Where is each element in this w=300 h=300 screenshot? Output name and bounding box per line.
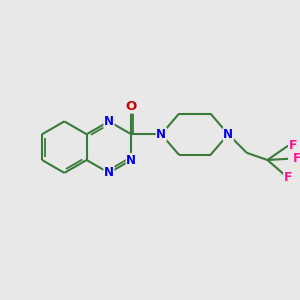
Text: F: F xyxy=(293,152,300,165)
Text: N: N xyxy=(223,128,233,141)
Text: O: O xyxy=(126,100,137,113)
Text: N: N xyxy=(104,167,114,179)
Text: F: F xyxy=(284,171,292,184)
Text: F: F xyxy=(289,139,298,152)
Text: N: N xyxy=(104,115,114,128)
Text: N: N xyxy=(126,154,136,166)
Text: N: N xyxy=(156,128,166,141)
